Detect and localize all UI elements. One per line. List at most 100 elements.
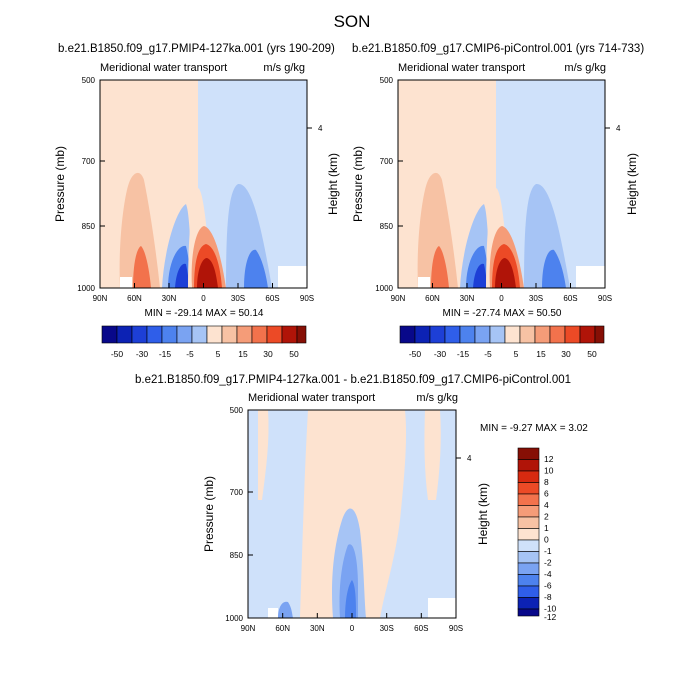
y-tick-label: 500 <box>230 406 244 415</box>
x-tick-label: 30S <box>380 624 394 633</box>
x-tick-label: 30S <box>231 294 245 303</box>
colorbar-box <box>131 325 148 344</box>
units-label: m/s g/kg <box>416 392 458 404</box>
y-axis-label: Pressure (mb) <box>351 146 365 222</box>
missing-data-mask <box>278 266 307 288</box>
colorbar-label: -1 <box>544 546 552 556</box>
colorbar-label: 1 <box>544 523 549 533</box>
contour-positive <box>431 246 449 288</box>
x-axis: 90N 60N 30N 0 30S 60S 90S <box>241 613 463 633</box>
colorbar-box <box>517 551 540 564</box>
contour-negative <box>345 580 356 618</box>
x-tick-label: 0 <box>350 624 355 633</box>
x-tick-label: 0 <box>201 294 206 303</box>
colorbar-label: 10 <box>544 466 554 476</box>
y2-axis-label: Height (km) <box>625 153 639 215</box>
contour-positive <box>258 410 269 500</box>
x-tick-label: 90N <box>391 294 406 303</box>
contour-negative <box>278 601 293 618</box>
missing-data-mask <box>268 608 278 618</box>
variable-label: Meridional water transport <box>398 62 525 74</box>
y-axis: 500 700 850 1000 Pressure (mb) <box>351 76 403 293</box>
missing-data-mask <box>576 266 605 288</box>
colorbar-label: 30 <box>263 349 273 359</box>
colorbar-box <box>534 325 551 344</box>
y2-axis-label: Height (km) <box>476 483 490 545</box>
colorbar-box <box>296 325 307 344</box>
panel-title: b.e21.B1850.f09_g17.PMIP4-127ka.001 (yrs… <box>58 43 335 55</box>
colorbar-box <box>517 470 540 483</box>
panel-title: b.e21.B1850.f09_g17.CMIP6-piControl.001 … <box>352 43 644 55</box>
colorbar-label: 0 <box>544 535 549 545</box>
colorbar-box <box>517 505 540 518</box>
units-label: m/s g/kg <box>564 62 606 74</box>
colorbar-box <box>251 325 268 344</box>
colorbar-label: -30 <box>136 349 149 359</box>
contour-positive <box>133 246 151 288</box>
min-max-label: MIN = -29.14 MAX = 50.14 <box>145 308 264 319</box>
colorbar-label: 2 <box>544 512 549 522</box>
x-axis: 90N 60N 30N 0 30S 60S 90S <box>93 283 314 303</box>
colorbar-label: -8 <box>544 592 552 602</box>
colorbar-label: -6 <box>544 581 552 591</box>
x-tick-label: 30S <box>529 294 543 303</box>
y-axis: 500 700 850 1000 Pressure (mb) <box>202 406 253 623</box>
colorbar-box <box>206 325 223 344</box>
contour-positive <box>417 172 458 288</box>
x-tick-label: 60N <box>127 294 142 303</box>
x-tick-label: 60S <box>265 294 279 303</box>
colorbar-box <box>266 325 283 344</box>
x-tick-label: 0 <box>499 294 504 303</box>
colorbar-label: -10 <box>544 604 557 614</box>
x-tick-label: 90N <box>241 624 256 633</box>
variable-label: Meridional water transport <box>100 62 227 74</box>
y-tick-label: 1000 <box>375 284 393 293</box>
colorbar-box <box>116 325 133 344</box>
colorbar-box <box>236 325 253 344</box>
y-tick-label: 500 <box>380 76 394 85</box>
contour-negative <box>473 263 487 288</box>
x-tick-label: 60S <box>563 294 577 303</box>
colorbar-vertical: 12 10 8 6 4 2 1 0 -1 -2 -4 -6 -8 -10 -12 <box>517 447 557 622</box>
colorbar-label: 5 <box>514 349 519 359</box>
y-tick-label: 850 <box>380 222 394 231</box>
colorbar-box <box>517 539 540 552</box>
x-tick-label: 90S <box>300 294 314 303</box>
colorbar-label: -2 <box>544 558 552 568</box>
y2-axis: 4 Height (km) <box>307 124 340 215</box>
x-tick-label: 90S <box>598 294 612 303</box>
colorbar: -50 -30 -15 -5 5 15 30 50 <box>399 325 605 359</box>
colorbar-label: 4 <box>544 500 549 510</box>
colorbar-box <box>429 325 446 344</box>
colorbar-box <box>517 608 540 617</box>
colorbar-box <box>517 585 540 598</box>
colorbar: -50 -30 -15 -5 5 15 30 50 <box>101 325 307 359</box>
colorbar-box <box>549 325 566 344</box>
colorbar-box <box>414 325 431 344</box>
colorbar-box <box>594 325 605 344</box>
min-max-label: MIN = -9.27 MAX = 3.02 <box>480 423 588 434</box>
y2-tick-label: 4 <box>467 454 472 463</box>
colorbar-box <box>517 562 540 575</box>
colorbar-label: -4 <box>544 569 552 579</box>
x-tick-label: 90N <box>93 294 108 303</box>
contour-positive <box>424 410 441 500</box>
contour-positive <box>197 258 218 288</box>
y-tick-label: 850 <box>230 551 244 560</box>
colorbar-label: 15 <box>238 349 248 359</box>
colorbar-box <box>564 325 581 344</box>
colorbar-box <box>517 574 540 587</box>
contour-positive <box>119 172 160 288</box>
colorbar-box <box>517 597 540 610</box>
y-tick-label: 700 <box>230 488 244 497</box>
y-axis-label: Pressure (mb) <box>53 146 67 222</box>
x-tick-label: 60N <box>425 294 440 303</box>
missing-data-mask <box>418 277 430 288</box>
x-tick-label: 60N <box>275 624 290 633</box>
units-label: m/s g/kg <box>263 62 305 74</box>
y-tick-label: 850 <box>82 222 96 231</box>
colorbar-box <box>176 325 193 344</box>
y-axis: 500 700 850 1000 Pressure (mb) <box>53 76 105 293</box>
y2-axis: 4 Height (km) <box>456 454 490 545</box>
